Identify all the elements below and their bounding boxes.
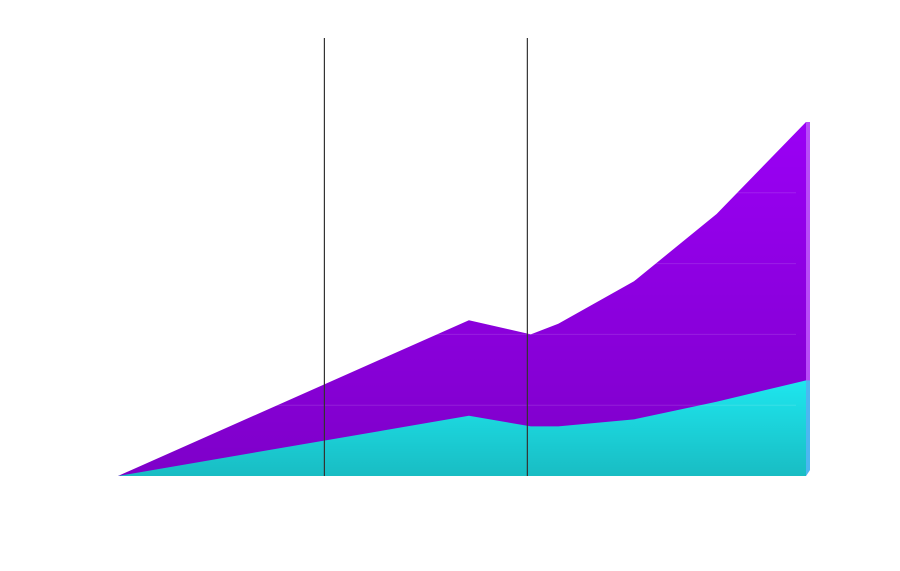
area-side xyxy=(806,380,810,476)
area-shade xyxy=(118,380,806,476)
area-shade xyxy=(118,122,806,476)
